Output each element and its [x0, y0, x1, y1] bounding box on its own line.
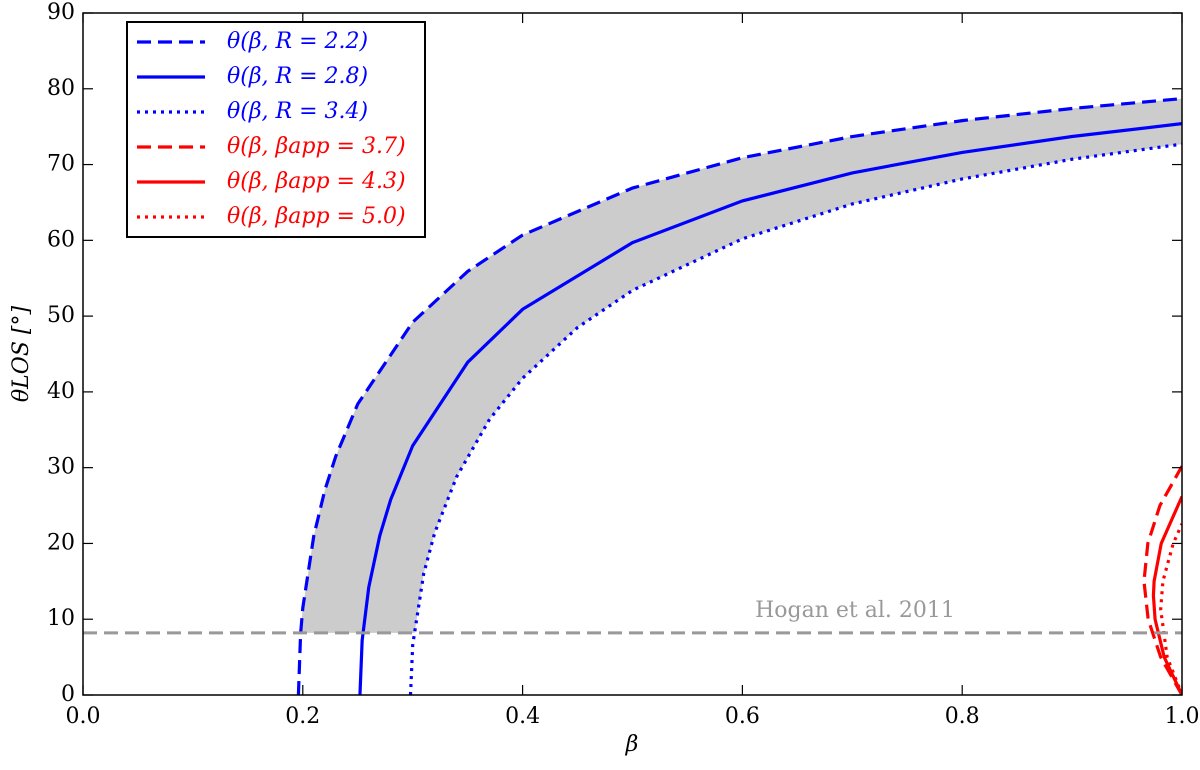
x-tick-label: 1.0	[1165, 704, 1200, 729]
shaded-band	[300, 98, 1182, 633]
reference-label: Hogan et al. 2011	[755, 598, 955, 623]
x-tick-label: 0.0	[66, 704, 101, 729]
legend-label: θ(β, R = 2.8)	[227, 64, 368, 89]
line-series	[1142, 465, 1182, 695]
y-tick-label: 20	[47, 530, 75, 555]
y-tick-label: 40	[47, 379, 75, 404]
y-tick-label: 60	[47, 227, 75, 252]
y-tick-label: 50	[47, 303, 75, 328]
x-tick-label: 0.4	[505, 704, 540, 729]
line-series	[1159, 523, 1182, 695]
legend-label: θ(β, R = 2.2)	[227, 29, 368, 54]
line-series	[1151, 495, 1182, 695]
y-tick-label: 0	[61, 682, 75, 707]
y-tick-label: 10	[47, 606, 75, 631]
x-tick-label: 0.6	[725, 704, 760, 729]
x-axis-label: β	[625, 732, 639, 757]
y-tick-label: 80	[47, 76, 75, 101]
legend-label: θ(β, R = 3.4)	[227, 99, 368, 124]
y-tick-label: 90	[47, 0, 75, 25]
plot-frame	[82, 12, 1183, 696]
legend-label: θ(β, βapp = 4.3)	[227, 169, 406, 194]
lines	[296, 97, 1182, 695]
y-tick-label: 30	[47, 455, 75, 480]
y-axis-label: θLOS [°]	[9, 306, 34, 403]
legend-label: θ(β, βapp = 5.0)	[227, 204, 406, 229]
y-tick-label: 70	[47, 152, 75, 177]
x-tick-label: 0.2	[285, 704, 320, 729]
band-group	[300, 98, 1182, 633]
line-series	[358, 122, 1182, 695]
x-tick-label: 0.8	[945, 704, 980, 729]
legend-label: θ(β, βapp = 3.7)	[227, 134, 406, 159]
legend-box	[126, 21, 426, 238]
line-series	[408, 142, 1182, 695]
